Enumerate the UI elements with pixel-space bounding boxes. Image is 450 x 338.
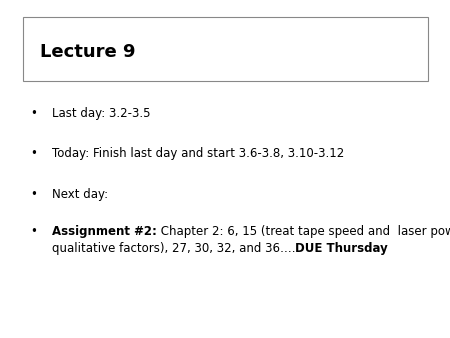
Text: Lecture 9: Lecture 9 [40, 43, 136, 62]
Text: •: • [30, 107, 37, 120]
Text: qualitative factors), 27, 30, 32, and 36….: qualitative factors), 27, 30, 32, and 36… [52, 242, 295, 255]
Text: Today: Finish last day and start 3.6-3.8, 3.10-3.12: Today: Finish last day and start 3.6-3.8… [52, 147, 344, 160]
Text: •: • [30, 147, 37, 160]
Text: DUE Thursday: DUE Thursday [295, 242, 388, 255]
FancyBboxPatch shape [22, 17, 427, 81]
Text: Next day:: Next day: [52, 188, 108, 201]
Text: •: • [30, 188, 37, 201]
Text: Chapter 2: 6, 15 (treat tape speed and  laser power as: Chapter 2: 6, 15 (treat tape speed and l… [157, 225, 450, 238]
Text: Last day: 3.2-3.5: Last day: 3.2-3.5 [52, 107, 150, 120]
Text: •: • [30, 225, 37, 238]
Text: Assignment #2:: Assignment #2: [52, 225, 157, 238]
